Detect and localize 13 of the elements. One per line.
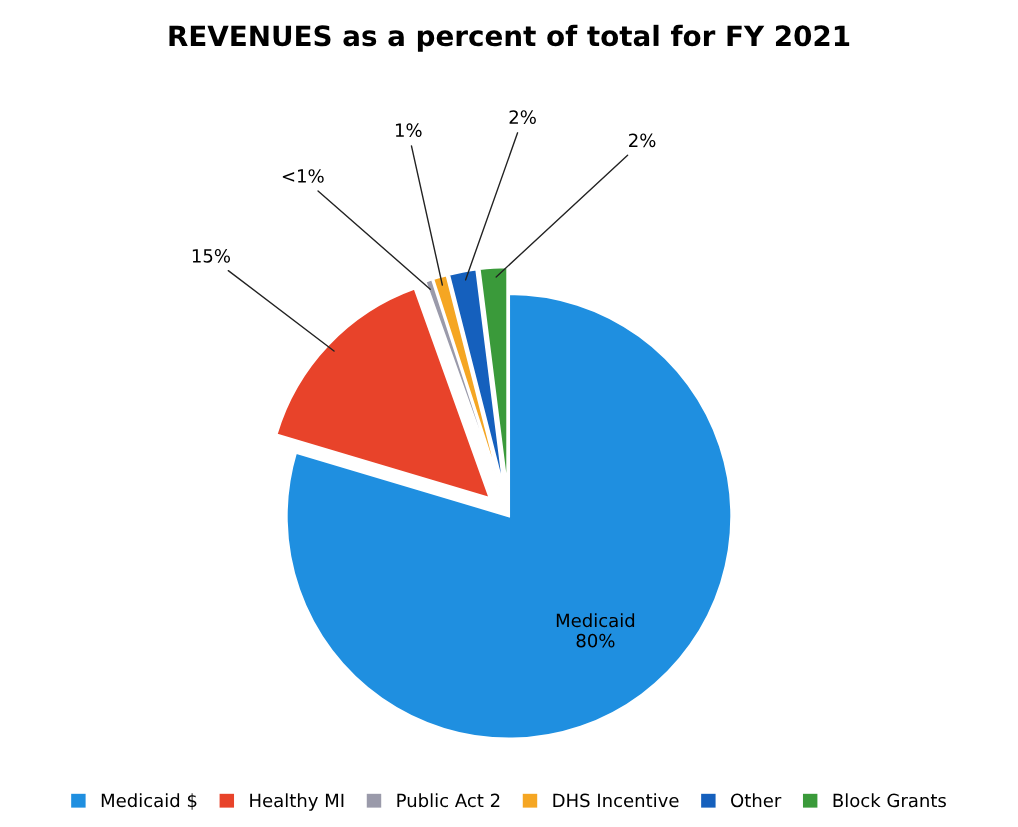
data-label: 1%: [395, 123, 422, 137]
data-label: 2%: [509, 110, 536, 124]
data-label: <1%: [282, 169, 324, 183]
data-label: 2%: [629, 133, 656, 148]
legend-label: DHS Incentive: [553, 793, 679, 808]
legend-label: Other: [731, 793, 782, 808]
legend-label: Public Act 2: [397, 793, 500, 808]
chart-title: REVENUES as a percent of total for FY 2021: [169, 24, 850, 52]
data-label: Medicaid 80%: [556, 613, 635, 648]
data-label: 15%: [192, 249, 230, 263]
legend-label: Block Grants: [833, 793, 946, 808]
legend-label: Healthy MI: [250, 793, 344, 811]
legend-label: Medicaid $: [101, 793, 197, 810]
